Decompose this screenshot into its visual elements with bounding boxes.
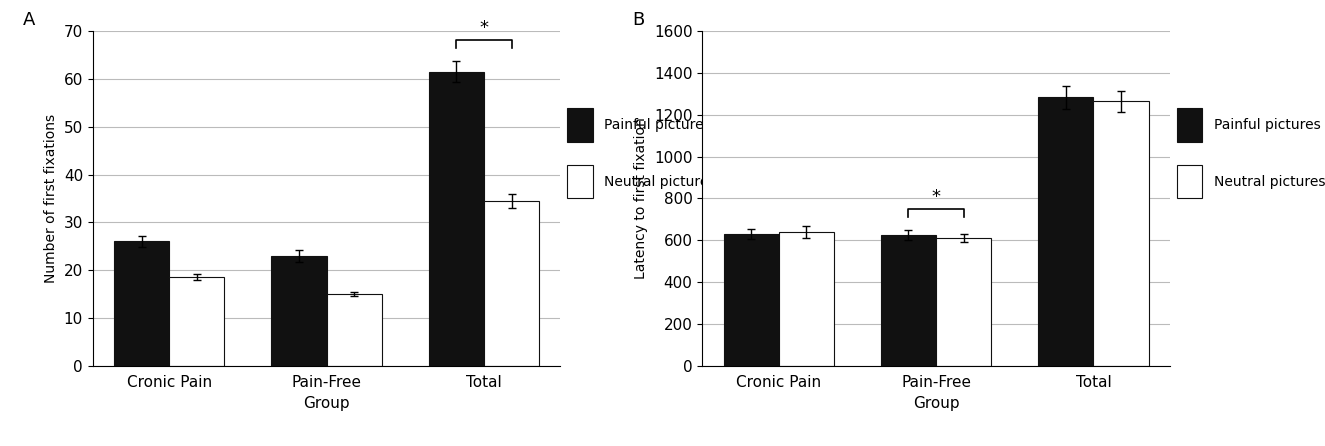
X-axis label: Group: Group: [913, 396, 959, 411]
Bar: [935, 238, 991, 366]
Bar: [723, 234, 779, 366]
Bar: [1177, 108, 1203, 142]
Text: B: B: [632, 11, 644, 29]
Text: *: *: [931, 188, 941, 206]
Bar: [1093, 101, 1149, 366]
Y-axis label: Latency to first fixation: Latency to first fixation: [635, 118, 648, 279]
Text: Painful pictures: Painful pictures: [604, 118, 712, 132]
Text: Neutral pictures: Neutral pictures: [604, 175, 716, 189]
Bar: [567, 108, 594, 142]
Bar: [326, 294, 382, 366]
Bar: [567, 165, 594, 198]
Bar: [272, 256, 326, 366]
Bar: [779, 232, 833, 366]
Bar: [114, 241, 170, 366]
Text: A: A: [23, 11, 34, 29]
Text: Neutral pictures: Neutral pictures: [1214, 175, 1325, 189]
Bar: [881, 235, 935, 366]
Bar: [1177, 165, 1203, 198]
Bar: [484, 201, 539, 366]
Text: Painful pictures: Painful pictures: [1214, 118, 1321, 132]
Bar: [170, 277, 224, 366]
Bar: [429, 72, 484, 366]
Bar: [1039, 97, 1093, 366]
Text: *: *: [480, 19, 489, 37]
Y-axis label: Number of first fixations: Number of first fixations: [44, 114, 58, 283]
X-axis label: Group: Group: [303, 396, 350, 411]
